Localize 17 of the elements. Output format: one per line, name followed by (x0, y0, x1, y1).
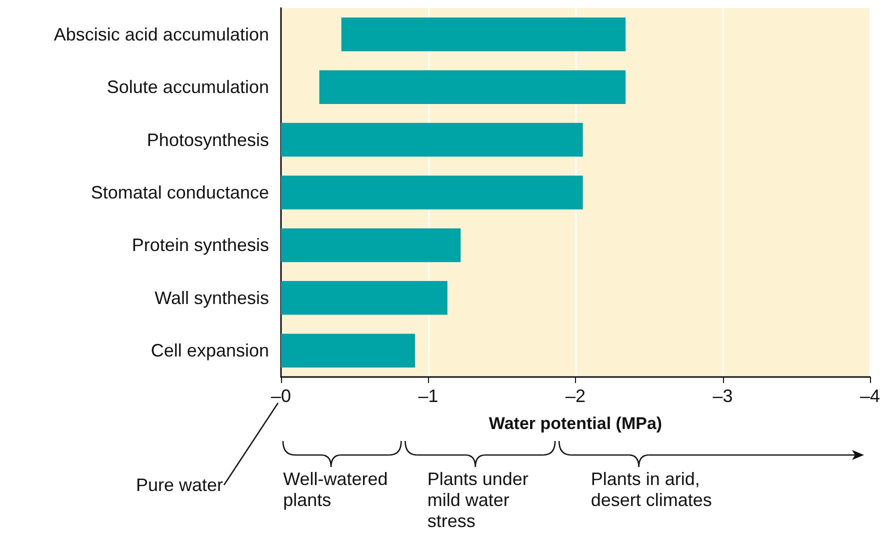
y-tick-label: Wall synthesis (154, 288, 269, 308)
x-tick-label: –3 (712, 386, 733, 406)
x-tick-label: –1 (418, 386, 438, 406)
x-tick-label: –0 (270, 386, 292, 406)
y-tick-label: Photosynthesis (146, 130, 269, 150)
y-tick-label: Abscisic acid accumulation (54, 24, 269, 44)
y-tick-label: Cell expansion (150, 340, 269, 361)
x-tick-label: –4 (860, 386, 880, 406)
x-axis-title: Water potential (MPa) (488, 414, 662, 433)
text: Plants in arid, desert climates (590, 469, 713, 511)
text: Plants under mild water stress (427, 469, 530, 532)
y-tick-label: Solute accumulation (106, 77, 269, 98)
y-tick-label: Protein synthesis (132, 235, 269, 256)
text: Pure water (136, 475, 223, 496)
text: Well-watered plants (283, 469, 388, 510)
y-tick-label: Stomatal conductance (90, 182, 269, 202)
x-tick-label: –2 (565, 386, 586, 406)
